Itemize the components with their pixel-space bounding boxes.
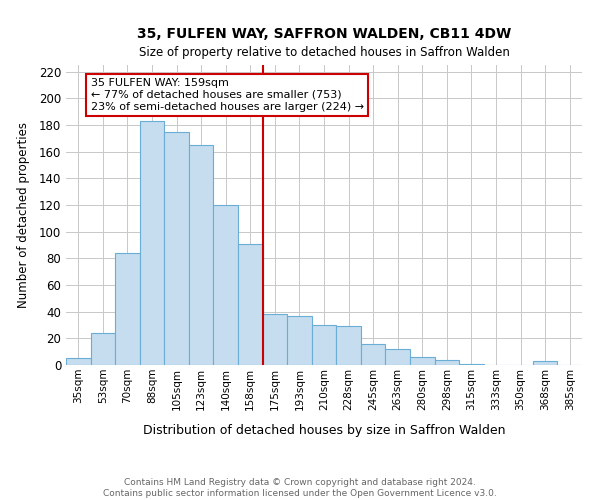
Bar <box>287 316 312 365</box>
Text: Size of property relative to detached houses in Saffron Walden: Size of property relative to detached ho… <box>139 46 509 59</box>
Bar <box>434 360 459 365</box>
Bar <box>140 121 164 365</box>
Bar <box>238 244 263 365</box>
Bar <box>66 358 91 365</box>
Bar <box>214 205 238 365</box>
Bar <box>115 253 140 365</box>
Bar <box>189 145 214 365</box>
Bar <box>312 325 336 365</box>
Bar <box>336 326 361 365</box>
Text: 35 FULFEN WAY: 159sqm
← 77% of detached houses are smaller (753)
23% of semi-det: 35 FULFEN WAY: 159sqm ← 77% of detached … <box>91 78 364 112</box>
Bar <box>361 344 385 365</box>
Text: 35, FULFEN WAY, SAFFRON WALDEN, CB11 4DW: 35, FULFEN WAY, SAFFRON WALDEN, CB11 4DW <box>137 27 511 41</box>
Y-axis label: Number of detached properties: Number of detached properties <box>17 122 31 308</box>
Bar <box>91 333 115 365</box>
Bar <box>410 357 434 365</box>
Bar <box>533 361 557 365</box>
Bar <box>385 349 410 365</box>
Bar <box>459 364 484 365</box>
X-axis label: Distribution of detached houses by size in Saffron Walden: Distribution of detached houses by size … <box>143 424 505 437</box>
Text: Contains HM Land Registry data © Crown copyright and database right 2024.
Contai: Contains HM Land Registry data © Crown c… <box>103 478 497 498</box>
Bar <box>164 132 189 365</box>
Bar <box>263 314 287 365</box>
